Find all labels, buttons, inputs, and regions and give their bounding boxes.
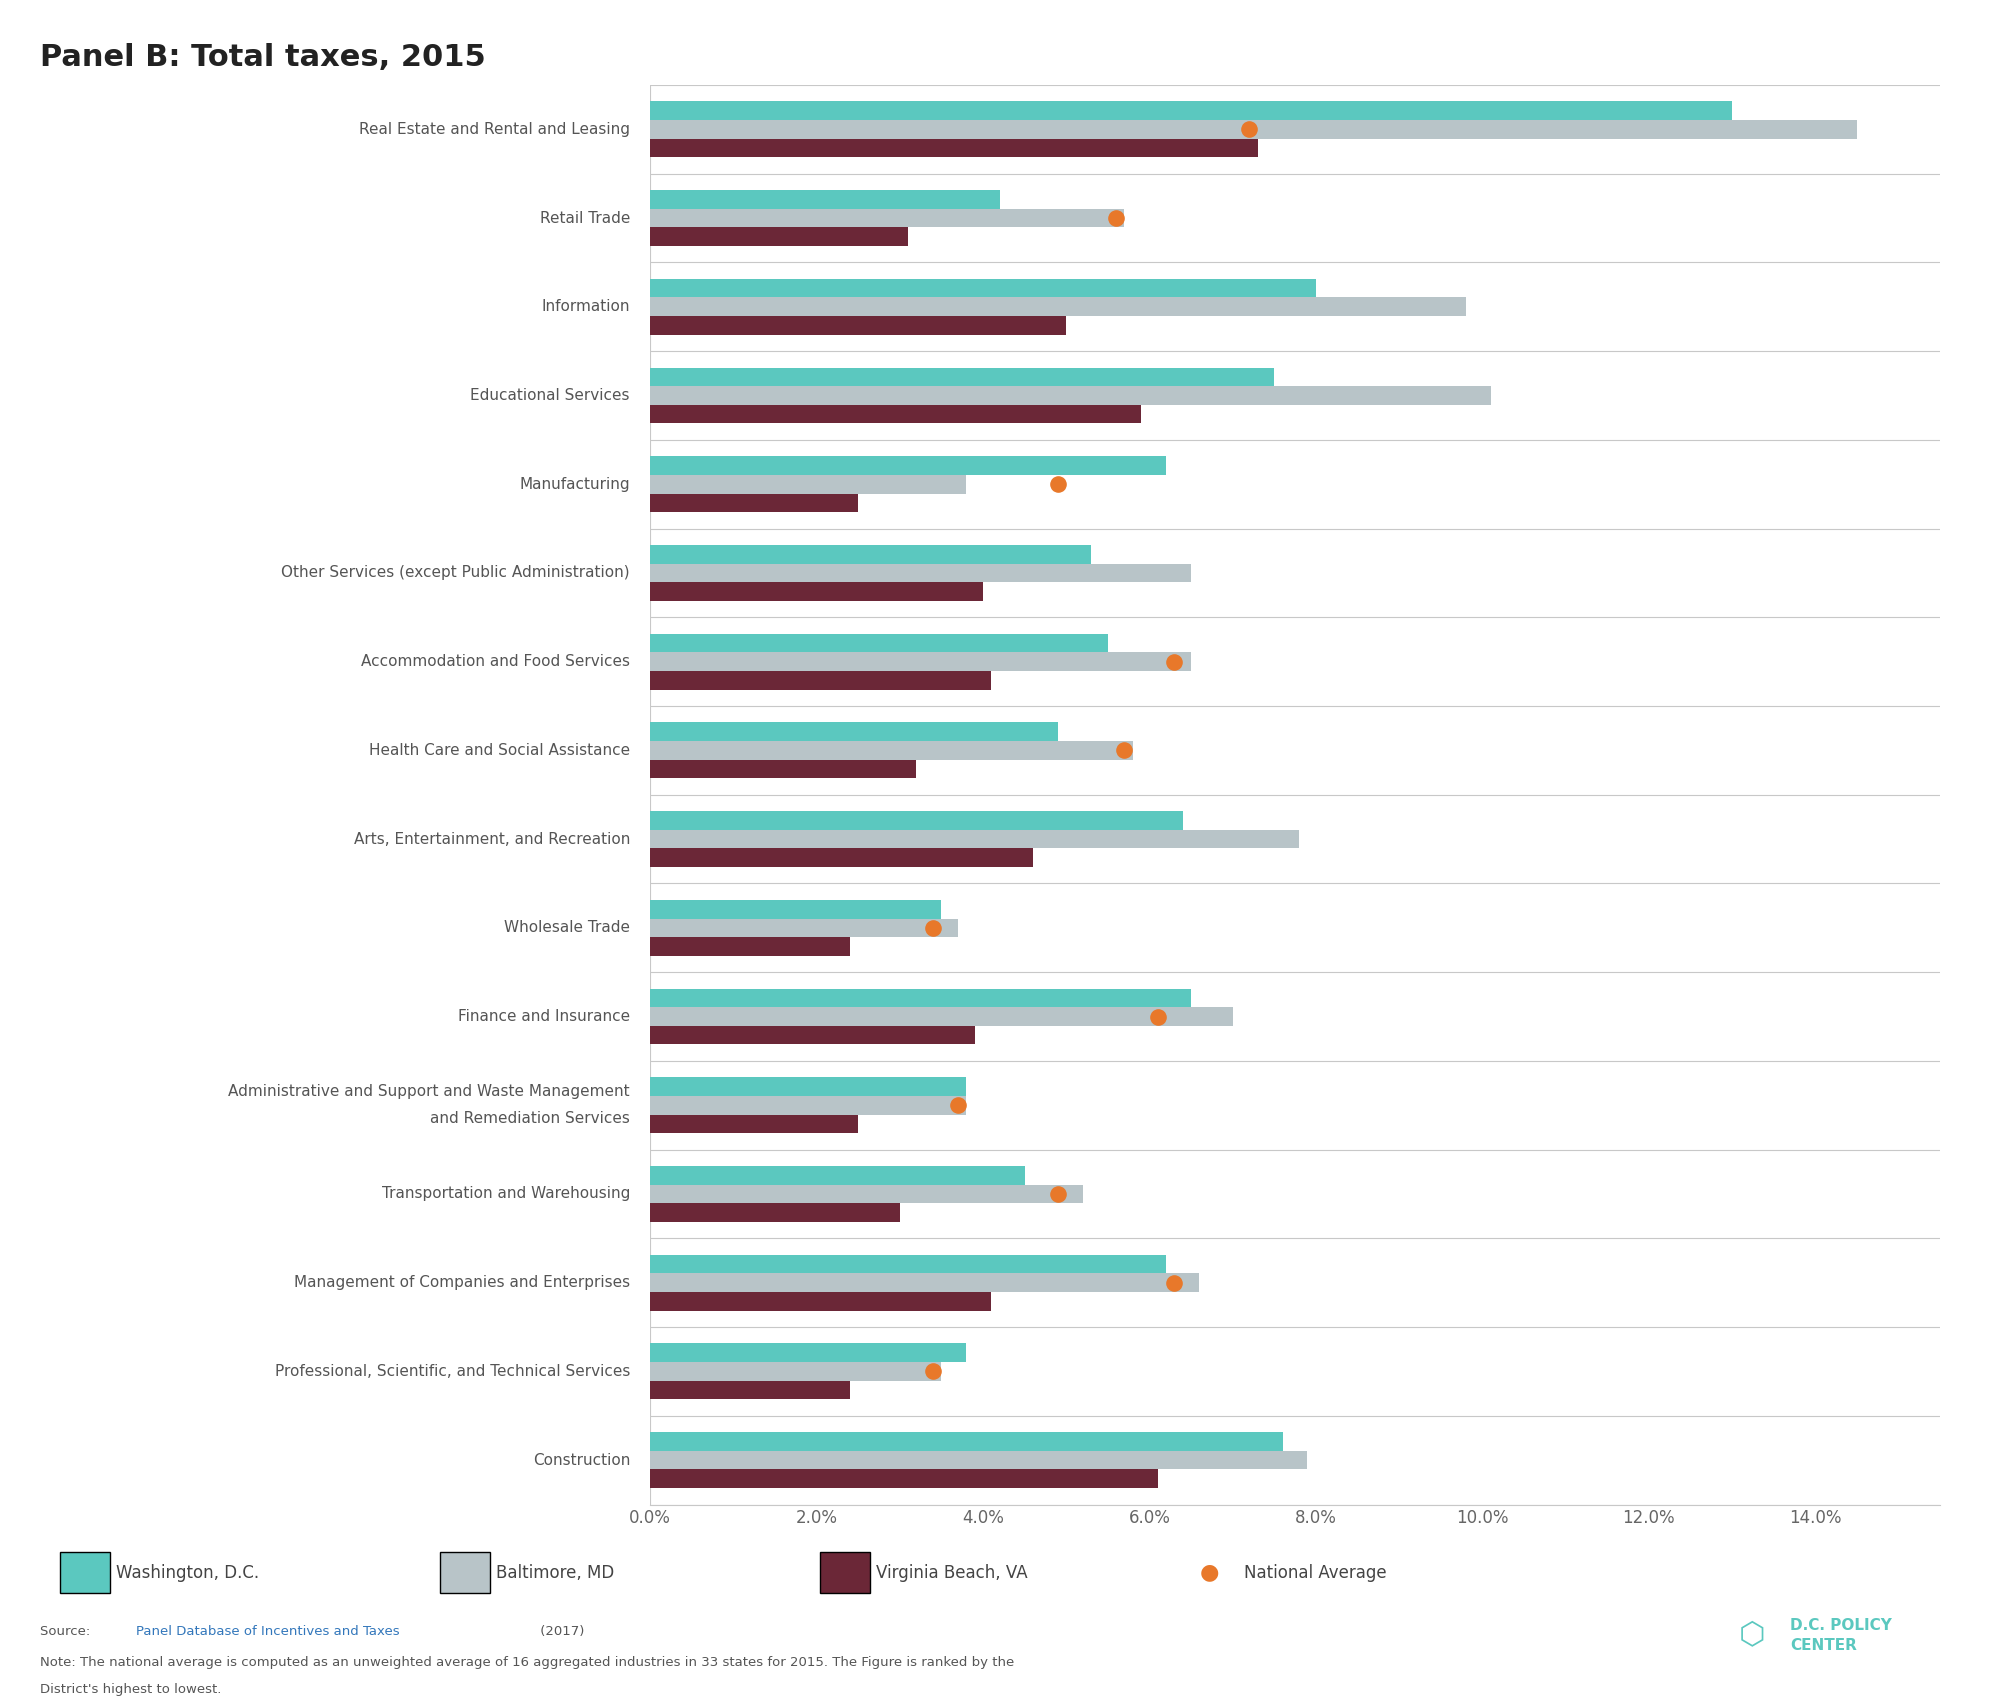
Bar xyxy=(650,1450,1308,1469)
Text: Panel B: Total taxes, 2015: Panel B: Total taxes, 2015 xyxy=(40,42,486,71)
Text: Professional, Scientific, and Technical Services: Professional, Scientific, and Technical … xyxy=(274,1363,630,1379)
Text: Construction: Construction xyxy=(532,1452,630,1467)
Text: Panel Database of Incentives and Taxes: Panel Database of Incentives and Taxes xyxy=(136,1625,400,1639)
Text: Finance and Insurance: Finance and Insurance xyxy=(458,1010,630,1023)
Bar xyxy=(650,1185,1082,1204)
Text: and Remediation Services: and Remediation Services xyxy=(430,1112,630,1127)
Text: Virginia Beach, VA: Virginia Beach, VA xyxy=(876,1564,1028,1581)
Bar xyxy=(650,1006,1232,1025)
Text: (2017): (2017) xyxy=(536,1625,584,1639)
Bar xyxy=(650,228,908,246)
Text: Health Care and Social Assistance: Health Care and Social Assistance xyxy=(368,743,630,758)
Bar xyxy=(650,1362,942,1380)
Bar xyxy=(650,634,1108,653)
Text: Other Services (except Public Administration): Other Services (except Public Administra… xyxy=(282,566,630,580)
Text: Manufacturing: Manufacturing xyxy=(520,476,630,491)
Point xyxy=(1142,1003,1174,1030)
Text: Baltimore, MD: Baltimore, MD xyxy=(496,1564,614,1581)
Bar xyxy=(650,493,858,512)
Bar xyxy=(650,741,1132,760)
Bar xyxy=(650,1115,858,1134)
Bar xyxy=(650,1078,966,1096)
Bar xyxy=(650,1255,1166,1273)
Bar xyxy=(650,546,1092,564)
Bar xyxy=(650,848,1032,867)
Bar xyxy=(650,121,1856,139)
Text: Wholesale Trade: Wholesale Trade xyxy=(504,920,630,935)
Bar xyxy=(650,386,1490,405)
Bar xyxy=(650,405,1142,423)
Text: Accommodation and Food Services: Accommodation and Food Services xyxy=(360,654,630,670)
Text: Source:: Source: xyxy=(40,1625,94,1639)
Bar xyxy=(650,1431,1282,1450)
Bar xyxy=(650,1380,850,1399)
Bar xyxy=(650,564,1190,583)
Point xyxy=(916,1358,948,1386)
Text: Educational Services: Educational Services xyxy=(470,388,630,403)
Point xyxy=(1042,1180,1074,1207)
Text: Administrative and Support and Waste Management: Administrative and Support and Waste Man… xyxy=(228,1085,630,1100)
Text: National Average: National Average xyxy=(1244,1564,1386,1581)
Bar xyxy=(650,1204,900,1222)
Bar xyxy=(650,298,1466,316)
Point xyxy=(1042,471,1074,498)
Point xyxy=(1234,116,1266,143)
Bar xyxy=(650,1343,966,1362)
Bar xyxy=(650,989,1190,1006)
Text: Information: Information xyxy=(542,299,630,314)
Bar xyxy=(650,1096,966,1115)
Point xyxy=(1100,204,1132,231)
Bar xyxy=(650,139,1258,158)
Text: Arts, Entertainment, and Recreation: Arts, Entertainment, and Recreation xyxy=(354,831,630,847)
Bar xyxy=(650,279,1316,298)
Point xyxy=(1158,1270,1190,1297)
Bar xyxy=(650,760,916,779)
Bar xyxy=(650,1025,974,1044)
Bar xyxy=(650,583,982,600)
Bar xyxy=(650,474,966,493)
Bar xyxy=(650,672,992,690)
Point xyxy=(942,1091,974,1119)
Point xyxy=(916,915,948,942)
Bar xyxy=(650,1469,1158,1488)
Bar xyxy=(650,830,1300,848)
Bar xyxy=(650,190,1000,209)
Bar xyxy=(650,1166,1024,1185)
Bar xyxy=(650,722,1058,741)
Bar xyxy=(650,811,1182,830)
Text: Washington, D.C.: Washington, D.C. xyxy=(116,1564,260,1581)
Text: District's highest to lowest.: District's highest to lowest. xyxy=(40,1683,222,1697)
Text: Transportation and Warehousing: Transportation and Warehousing xyxy=(382,1187,630,1202)
Bar xyxy=(650,316,1066,335)
Text: Real Estate and Rental and Leasing: Real Estate and Rental and Leasing xyxy=(360,122,630,138)
Bar xyxy=(650,367,1274,386)
Text: D.C. POLICY
CENTER: D.C. POLICY CENTER xyxy=(1790,1618,1892,1652)
Bar xyxy=(650,456,1166,474)
Bar xyxy=(650,209,1124,228)
Text: Retail Trade: Retail Trade xyxy=(540,211,630,226)
Bar xyxy=(650,918,958,937)
Text: Management of Companies and Enterprises: Management of Companies and Enterprises xyxy=(294,1275,630,1290)
Bar xyxy=(650,1292,992,1311)
Bar xyxy=(650,937,850,955)
Bar xyxy=(650,653,1190,672)
Text: ●: ● xyxy=(1200,1562,1220,1583)
Bar xyxy=(650,102,1732,121)
Bar xyxy=(650,1273,1200,1292)
Text: Note: The national average is computed as an unweighted average of 16 aggregated: Note: The national average is computed a… xyxy=(40,1656,1014,1669)
Point xyxy=(1158,648,1190,675)
Bar xyxy=(650,899,942,918)
Point xyxy=(1108,736,1140,763)
Text: ⬡: ⬡ xyxy=(1738,1620,1766,1651)
